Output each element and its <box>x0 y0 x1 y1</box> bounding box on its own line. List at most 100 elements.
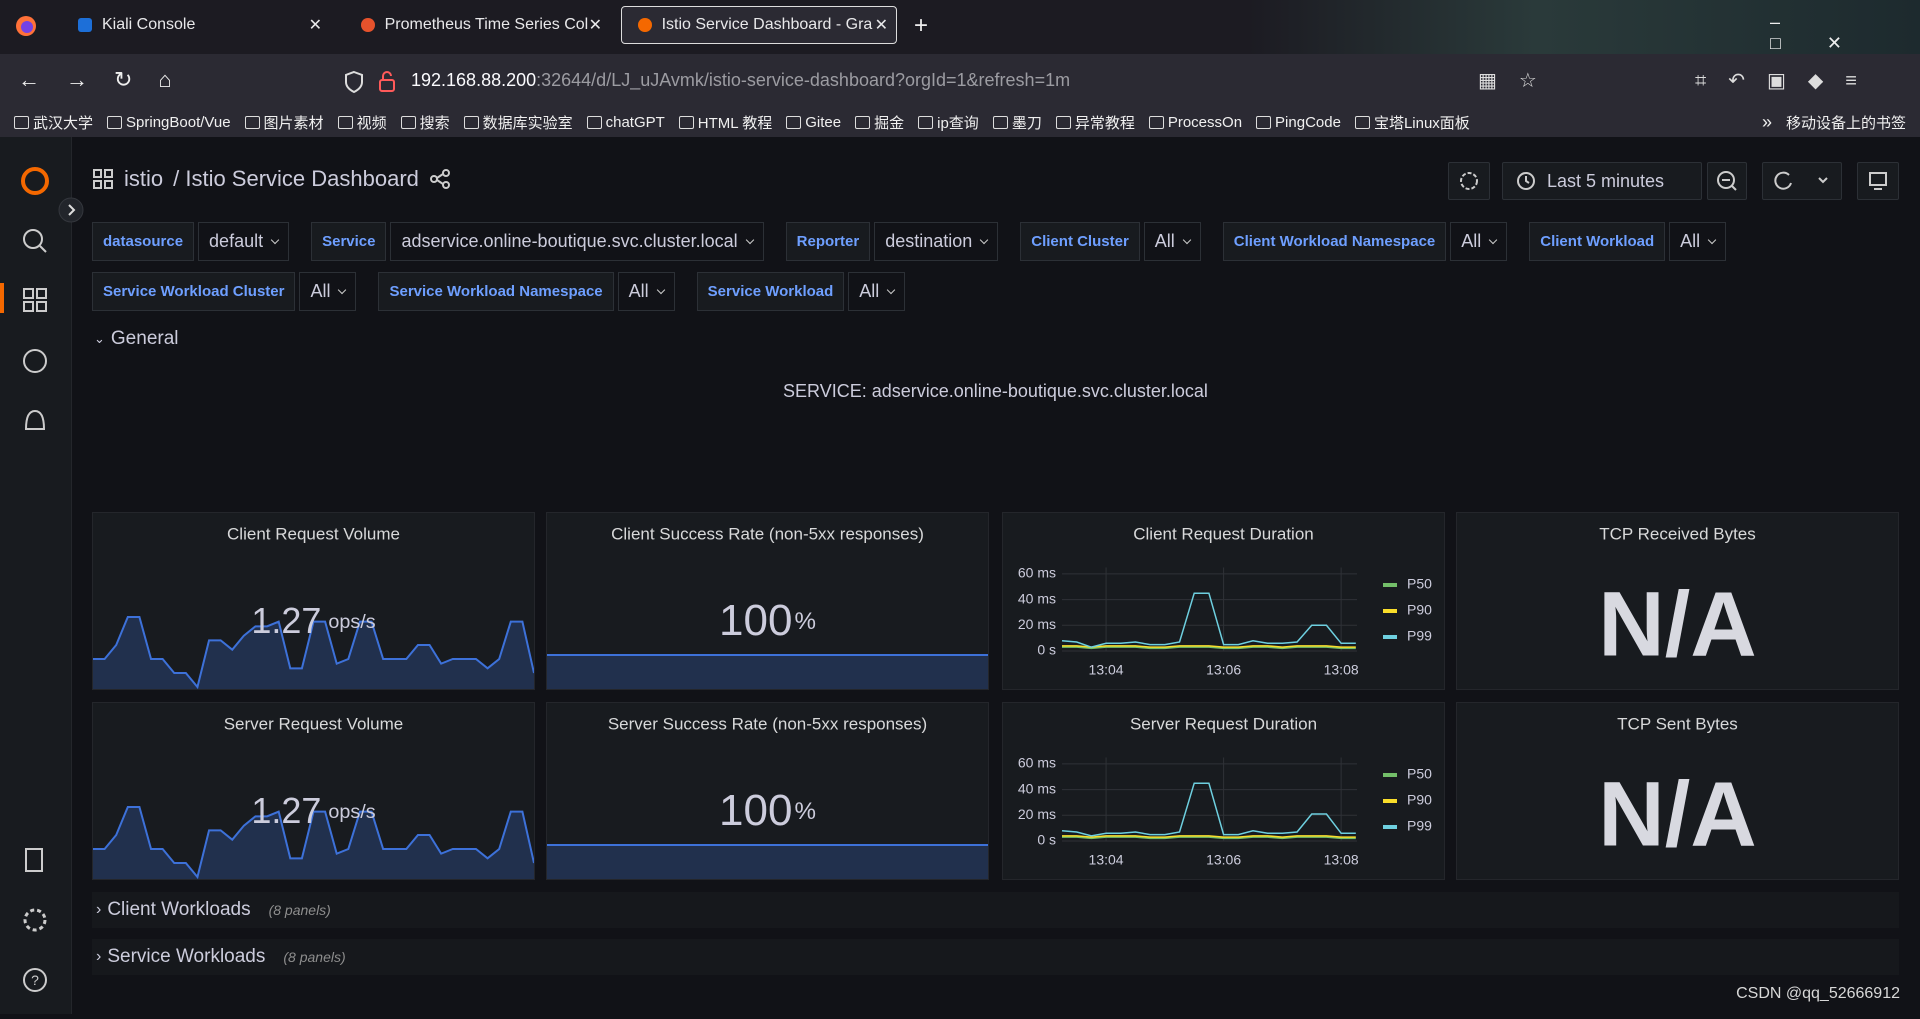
variable: Service Workload Cluster All <box>92 272 357 311</box>
variable: Reporter destination <box>785 222 999 261</box>
bookmark[interactable]: 宝塔Linux面板 <box>1354 112 1470 133</box>
sparkline <box>93 806 534 879</box>
collapsed-row[interactable]: › Client Workloads (8 panels) <box>92 892 1899 928</box>
tab-title: Kiali Console <box>102 16 196 33</box>
active-indicator <box>0 283 4 313</box>
sparkline-area <box>547 845 988 879</box>
nav-buttons[interactable]: ←→↻⌂ <box>18 67 198 92</box>
nav-bar: ←→↻⌂ 192.168.88.200:32644/d/LJ_uJAvmk/is… <box>0 54 1920 108</box>
dashboards-icon[interactable] <box>23 288 47 312</box>
variable-select[interactable]: All <box>1450 222 1508 261</box>
chevron: › <box>96 901 102 918</box>
expand-sidebar[interactable] <box>58 197 84 223</box>
stat-number: 1.27 <box>251 790 321 831</box>
security-icons[interactable] <box>344 70 404 94</box>
stat-value: 100% <box>719 786 816 835</box>
sign-in-icon[interactable] <box>25 848 43 872</box>
legend-label: P99 <box>1407 628 1432 644</box>
help-icon[interactable] <box>23 968 47 992</box>
bookmark-label: 搜索 <box>419 115 450 132</box>
tv-mode-button[interactable] <box>1857 162 1899 200</box>
mobile-bookmarks: 移动设备上的书签 <box>1785 115 1906 132</box>
tab[interactable]: Kiali Console ✕ <box>62 6 330 44</box>
settings-button[interactable] <box>1448 162 1490 200</box>
variable-select[interactable]: All <box>617 272 675 311</box>
legend-label: P99 <box>1407 818 1432 834</box>
stat-value: 1.27 ops/s <box>251 600 375 641</box>
bookmark[interactable]: ip查询 <box>918 112 979 133</box>
bookmark[interactable]: 数据库实验室 <box>463 112 573 133</box>
url[interactable]: 192.168.88.200:32644/d/LJ_uJAvmk/istio-s… <box>411 70 1070 91</box>
window-controls[interactable]: –□✕ <box>1770 12 1888 53</box>
stat-number: 100 <box>719 786 792 835</box>
bookmark[interactable]: HTML 教程 <box>678 112 772 133</box>
panel: 0 s 20 ms 40 ms 60 ms 13:04 13:06 13:08 P50 P90 P… <box>1002 512 1445 690</box>
series-line <box>1062 645 1356 648</box>
alerting-icon[interactable] <box>24 409 46 430</box>
bookmark[interactable]: 异常教程 <box>1055 112 1135 133</box>
bookmark[interactable]: 搜索 <box>400 112 450 133</box>
sparkline-area <box>93 617 534 689</box>
variable-label: Client Workload <box>1529 222 1666 261</box>
variable-select[interactable]: All <box>848 272 906 311</box>
url-path: :32644/d/LJ_uJAvmk/istio-service-dashboa… <box>536 70 1071 90</box>
variable-select[interactable]: default <box>198 222 290 261</box>
watermark: CSDN @qq_52666912 <box>1736 985 1900 1002</box>
bookmark[interactable]: 图片素材 <box>244 112 324 133</box>
tab-bar: Kiali Console ✕ Prometheus Time Series Co… <box>0 0 1920 54</box>
bookmark[interactable]: ProcessOn <box>1148 114 1242 131</box>
bookmark[interactable]: 视频 <box>337 112 387 133</box>
folder-link[interactable]: istio <box>124 166 164 191</box>
zoom-out-button[interactable] <box>1707 162 1747 200</box>
panel-title: TCP Received Bytes <box>1599 524 1756 543</box>
bookmark[interactable]: 墨刀 <box>992 112 1042 133</box>
chevron: › <box>96 948 102 965</box>
panel: 100% Client Success Rate (non-5xx respons… <box>546 512 989 690</box>
share-icon[interactable] <box>429 168 453 190</box>
panel-title: Server Success Rate (non-5xx responses) <box>608 714 927 733</box>
panel: N/A TCP Sent Bytes <box>1456 702 1899 880</box>
panel: 1.27 ops/s Server Request Volume <box>92 702 535 880</box>
y-tick-label: 20 ms <box>1018 806 1056 822</box>
grafana-logo[interactable] <box>21 167 49 195</box>
extension-icons[interactable]: ⌗↶▣◆≡ <box>1695 70 1879 92</box>
panel-canvas: 1.27 ops/s Client Request Volume <box>93 524 534 689</box>
bookmark-label: 异常教程 <box>1074 115 1135 132</box>
stat-value: 1.27 ops/s <box>251 790 375 831</box>
stat-value: N/A <box>1598 573 1756 675</box>
bookmark[interactable]: chatGPT <box>586 114 665 131</box>
variable-select[interactable]: All <box>1669 222 1727 261</box>
search-icon[interactable] <box>23 229 43 249</box>
variable-select[interactable]: All <box>299 272 357 311</box>
refresh-button[interactable] <box>1762 162 1842 200</box>
config-icon[interactable] <box>23 908 47 932</box>
legend-label: P50 <box>1407 766 1432 782</box>
variable-select[interactable]: adservice.online-boutique.svc.cluster.lo… <box>390 222 764 261</box>
variable: Client Workload Namespace All <box>1222 222 1508 261</box>
panel-title: Server Request Duration <box>1130 714 1317 733</box>
bookmark[interactable]: SpringBoot/Vue <box>107 114 231 131</box>
variable-select[interactable]: destination <box>874 222 999 261</box>
tab[interactable]: Prometheus Time Series Coll ✕ <box>345 6 610 44</box>
variable-label: Service <box>311 222 387 261</box>
panel-canvas: 100% Client Success Rate (non-5xx respons… <box>547 524 988 689</box>
new-tab[interactable]: + <box>914 12 929 39</box>
sparkline <box>93 616 534 689</box>
explore-icon[interactable] <box>23 349 47 373</box>
collapsed-row[interactable]: › Service Workloads (8 panels) <box>92 939 1899 975</box>
toolbar-icons[interactable]: ▦☆ <box>1478 70 1559 92</box>
time-picker[interactable]: Last 5 minutes <box>1502 162 1702 200</box>
tab-active[interactable]: Istio Service Dashboard - Gra ✕ <box>621 6 897 44</box>
stat-unit: % <box>794 608 816 635</box>
series-line <box>1061 782 1356 837</box>
bookmark[interactable]: Gitee <box>786 114 841 131</box>
bookmark[interactable]: 武汉大学 <box>14 112 93 133</box>
x-tick-label: 13:04 <box>1089 852 1124 868</box>
row-general[interactable]: ⌄ General <box>94 328 179 349</box>
bookmark-overflow: » <box>1761 112 1772 132</box>
variable-label: Reporter <box>785 222 871 261</box>
bookmark[interactable]: 掘金 <box>855 112 904 133</box>
bookmark[interactable]: PingCode <box>1256 114 1341 131</box>
variable-select[interactable]: All <box>1143 222 1201 261</box>
